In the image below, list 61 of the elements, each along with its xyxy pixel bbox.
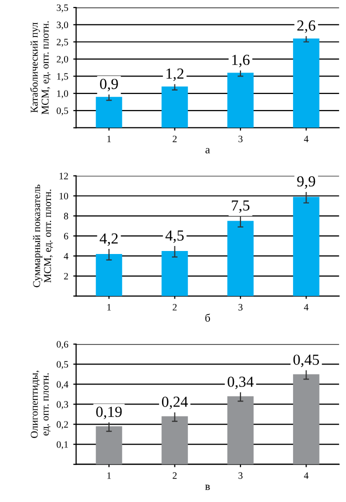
- y-tick-label: 2,5: [56, 38, 68, 47]
- y-tick-label: 6: [64, 232, 68, 240]
- x-tick-label: 3: [238, 304, 243, 311]
- data-label: 4,5: [165, 230, 184, 243]
- data-label: 1,6: [232, 54, 250, 68]
- data-label: 2,6: [297, 20, 316, 33]
- y-tick-label: 3,5: [56, 4, 68, 12]
- y-tick-label: 0,5: [56, 107, 68, 116]
- y-tick-label: 8: [64, 212, 68, 220]
- bar: [96, 96, 122, 128]
- data-label: 0,24: [162, 396, 188, 410]
- y-tick-label: 3,0: [56, 22, 68, 30]
- y-tick-label: 2,0: [56, 56, 68, 64]
- y-tick-label: 0,6: [56, 341, 68, 349]
- data-label: 7,5: [232, 200, 250, 213]
- x-tick-label: 4: [304, 472, 308, 479]
- y-axis-title: Катаболический пул МСМ, ед. опт. плотн.: [30, 21, 51, 114]
- y-axis-title: Олигопептиды, ед. опт. плотн.: [30, 370, 51, 438]
- y-tick-label: 0,3: [56, 401, 68, 410]
- x-tick-label: 1: [107, 304, 111, 310]
- bar: [293, 196, 320, 296]
- data-label: 0,19: [96, 406, 122, 420]
- y-tick-label: 0,2: [56, 421, 68, 430]
- x-tick-label: 4: [304, 136, 308, 142]
- x-tick-label: 1: [107, 472, 111, 479]
- data-label: 0,45: [293, 354, 319, 368]
- x-tick-label: 3: [238, 136, 243, 142]
- x-tick-label: 2: [172, 304, 177, 310]
- bar: [162, 250, 188, 296]
- bar: [96, 426, 122, 464]
- x-tick-label: 4: [304, 304, 308, 310]
- bar: [227, 72, 254, 128]
- y-tick-label: 0,1: [56, 441, 68, 450]
- y-tick-label: 12: [60, 172, 68, 180]
- data-label: 4,2: [100, 233, 118, 246]
- bar: [162, 86, 188, 128]
- y-tick-label: 2: [64, 272, 68, 280]
- bar: [293, 374, 320, 464]
- y-tick-label: 0,4: [56, 381, 68, 390]
- x-axis-title: в: [205, 484, 210, 490]
- x-tick-label: 2: [172, 136, 177, 142]
- x-axis-title: а: [206, 148, 210, 154]
- bar: [293, 38, 320, 128]
- data-label: 0,34: [228, 376, 254, 390]
- data-label: 0,9: [100, 78, 118, 92]
- y-tick-label: 4: [64, 252, 68, 260]
- x-tick-label: 1: [107, 136, 111, 142]
- bar: [162, 416, 188, 464]
- data-label: 1,2: [166, 68, 184, 81]
- y-axis-title: Суммарный показатель МСМ, ед. опт. плотн.: [32, 184, 53, 288]
- x-axis-title: б: [205, 314, 210, 322]
- y-tick-label: 1,0: [57, 90, 68, 98]
- bar: [227, 396, 254, 464]
- y-tick-label: 10: [60, 192, 68, 200]
- bar: [227, 220, 254, 296]
- x-tick-label: 2: [172, 472, 177, 479]
- bar: [96, 254, 122, 296]
- data-label: 9,9: [297, 176, 316, 189]
- y-tick-label: 1,5: [57, 73, 68, 82]
- x-tick-label: 3: [238, 472, 243, 479]
- y-tick-label: 0,5: [56, 361, 68, 370]
